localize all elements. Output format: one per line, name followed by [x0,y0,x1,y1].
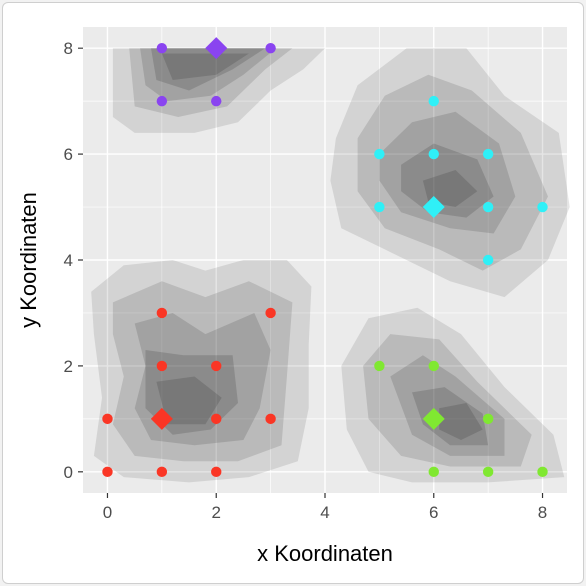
density-contour [390,355,505,456]
x-tick-label: 8 [538,503,547,522]
axis-ticks [78,47,544,498]
density-contour [161,53,249,80]
density-contour [412,387,489,446]
density-contour [379,111,516,234]
data-point [428,95,439,107]
x-axis-title: x Koordinaten [257,541,393,566]
data-point [482,201,494,213]
data-point [265,307,276,319]
data-point [374,148,385,160]
centroid-diamond [150,407,173,430]
data-point [156,307,168,319]
data-point [428,360,439,372]
density-contour [330,48,570,298]
axis-tick-labels: 0 2 4 6 8 0 2 4 6 8 [64,39,548,522]
x-tick-label: 4 [320,503,329,522]
density-contours [91,48,570,483]
data-point [428,148,439,160]
x-tick-label: 0 [103,503,112,522]
data-point [482,254,494,266]
density-contour [112,48,326,133]
data-point [102,413,113,425]
data-point [156,360,168,372]
data-point [211,95,222,107]
y-tick-label: 4 [64,251,73,270]
data-point [211,360,222,372]
x-tick-label: 6 [429,503,438,522]
density-contour [357,74,548,271]
density-contour [129,48,293,118]
data-point [265,413,276,425]
data-point [156,466,168,478]
data-point [102,466,113,478]
y-tick-label: 0 [64,463,73,482]
y-tick-label: 6 [64,145,73,164]
data-point [482,148,494,160]
density-contour [439,403,483,440]
density-contour [134,313,271,446]
density-contour [91,260,312,483]
data-point [537,466,548,478]
data-point [156,42,168,54]
data-point [156,95,168,107]
y-tick-label: 8 [64,39,73,58]
centroid-diamond [422,196,445,219]
data-point [482,466,494,478]
data-point [211,413,222,425]
data-point [211,466,222,478]
centroid-diamond [205,37,228,60]
density-contour [341,307,565,483]
scatter-density-chart: 0 2 4 6 8 0 2 4 6 8 x Koordinaten y Koordinaten [16,27,570,566]
data-points [102,42,548,478]
data-point [374,360,385,372]
data-point [265,42,276,54]
data-point [428,466,439,478]
centroid-diamond [422,407,445,430]
y-axis-title: y Koordinaten [16,192,41,328]
data-point [537,201,548,213]
cluster-centroids [150,37,445,430]
data-point [374,201,385,213]
density-contour [156,376,222,425]
x-tick-label: 2 [212,503,221,522]
density-contour [140,48,277,102]
density-contour [363,334,532,467]
density-contour [151,48,266,91]
density-contour [145,350,238,435]
density-contour [401,143,494,218]
data-point [482,413,494,425]
density-contour [422,170,478,207]
y-tick-label: 2 [64,357,73,376]
